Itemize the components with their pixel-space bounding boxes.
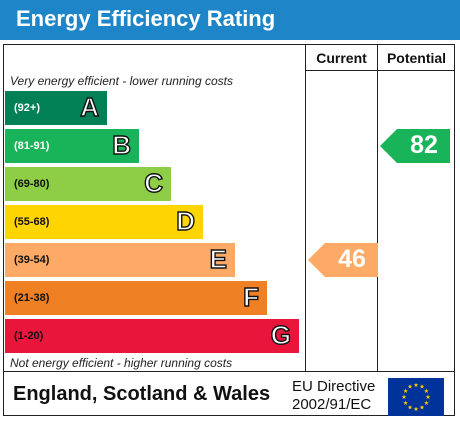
rating-band-range: (55-68) <box>14 216 50 228</box>
rating-band-letter: D <box>176 205 196 236</box>
eu-flag-star <box>419 384 425 389</box>
rating-band-range: (81-91) <box>14 140 50 152</box>
rating-band-letter: A <box>80 91 100 122</box>
rating-band-letter: B <box>112 129 132 160</box>
rating-band-letter: E <box>209 243 228 274</box>
title-bar: Energy Efficiency Rating <box>0 0 460 40</box>
eu-flag-star <box>413 406 419 411</box>
rating-band-letter: C <box>144 167 164 198</box>
potential-column-divider <box>377 44 378 372</box>
potential-rating-arrow-fill <box>380 129 450 163</box>
rating-band-range: (21-38) <box>14 292 50 304</box>
potential-rating-arrow: 82 <box>380 129 450 163</box>
eu-flag-icon <box>388 378 444 416</box>
eu-flag-star <box>413 382 419 387</box>
rating-band-f: (21-38) F <box>5 281 267 315</box>
top-efficiency-note: Very energy efficient - lower running co… <box>10 74 233 88</box>
rating-band-range: (69-80) <box>14 178 50 190</box>
rating-band-e: (39-54) E <box>5 243 235 277</box>
potential-rating-value: 82 <box>410 131 438 159</box>
eu-directive-name: EU Directive <box>292 378 376 395</box>
eu-flag-star <box>403 388 408 393</box>
eu-flag-star <box>424 388 429 393</box>
eu-flag-star <box>407 384 413 389</box>
eu-flag-star <box>424 400 429 405</box>
potential-rating-arrow-shape <box>380 129 450 163</box>
current-column-header: Current <box>316 50 367 66</box>
column-header-divider <box>305 70 455 71</box>
eu-flag-star <box>425 394 431 399</box>
footer-divider <box>3 371 455 372</box>
current-rating-arrow: 46 <box>308 243 378 277</box>
bottom-efficiency-note: Not energy efficient - higher running co… <box>10 356 233 370</box>
current-rating-arrow-fill <box>308 243 378 277</box>
rating-band-range: (1-20) <box>14 330 44 342</box>
potential-column-header: Potential <box>386 50 447 66</box>
current-rating-arrow-shape <box>308 243 378 277</box>
rating-band-d: (55-68) D <box>5 205 203 239</box>
footer-country: England, Scotland & Wales <box>13 383 271 405</box>
rating-band-letter: F <box>242 281 259 312</box>
eu-directive: EU Directive 2002/91/EC <box>292 378 375 414</box>
rating-band-range: (39-54) <box>14 254 50 266</box>
rating-band-b: (81-91) B <box>5 129 139 163</box>
rating-band-g: (1-20) G <box>5 319 299 353</box>
eu-flag-star <box>419 404 425 410</box>
eu-flag-star <box>407 404 413 410</box>
current-column-divider <box>305 44 306 372</box>
rating-band-letter: G <box>270 319 292 350</box>
current-rating-value: 46 <box>338 245 366 273</box>
rating-table <box>3 44 455 416</box>
rating-band-a: (92+) A <box>5 91 107 125</box>
page-title: Energy Efficiency Rating <box>16 6 276 31</box>
eu-flag-star <box>403 400 408 405</box>
rating-band-c: (69-80) C <box>5 167 171 201</box>
eu-flag-star <box>401 394 407 399</box>
rating-band-range: (92+) <box>14 102 40 114</box>
eu-directive-number: 2002/91/EC <box>292 396 372 413</box>
